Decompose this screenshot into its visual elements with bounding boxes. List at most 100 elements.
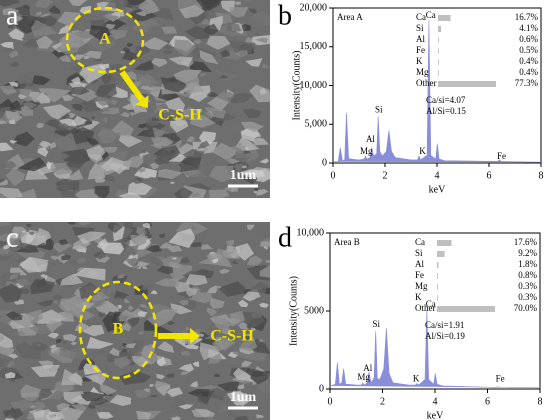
peak-label: Mg	[360, 146, 373, 156]
texture	[263, 246, 268, 250]
texture	[182, 149, 206, 164]
texture	[9, 81, 18, 88]
element-name: Mg	[415, 281, 428, 291]
texture	[206, 91, 219, 98]
texture	[171, 257, 177, 260]
texture	[216, 285, 222, 289]
texture	[219, 268, 230, 274]
texture	[178, 404, 194, 410]
texture	[0, 187, 24, 198]
texture	[185, 287, 199, 297]
texture	[136, 0, 160, 15]
texture	[149, 176, 160, 183]
texture	[12, 131, 35, 147]
texture	[40, 274, 48, 279]
texture	[140, 85, 155, 90]
texture	[127, 109, 135, 113]
texture	[52, 295, 63, 300]
texture	[149, 384, 155, 387]
composition-bar	[438, 48, 439, 54]
texture	[181, 371, 191, 376]
texture	[67, 86, 90, 95]
texture	[101, 157, 124, 172]
arrow-shaft	[119, 70, 145, 102]
texture	[74, 322, 90, 332]
texture	[246, 224, 255, 230]
composition-label: 9.2%	[518, 248, 537, 258]
texture	[20, 35, 33, 40]
texture	[101, 9, 119, 21]
texture	[174, 39, 196, 57]
texture	[254, 32, 260, 36]
texture	[87, 162, 106, 180]
texture	[169, 264, 193, 283]
texture	[239, 169, 265, 179]
x-tick-label: 2	[380, 396, 385, 407]
texture	[28, 231, 35, 236]
texture	[237, 142, 243, 146]
texture	[175, 281, 191, 293]
texture	[151, 58, 168, 68]
texture	[206, 307, 218, 317]
texture	[4, 372, 16, 379]
texture	[71, 404, 87, 414]
texture	[244, 0, 254, 2]
composition-label: 0.4%	[519, 56, 538, 66]
texture	[157, 341, 175, 353]
texture	[250, 312, 263, 319]
texture	[209, 298, 225, 310]
texture	[241, 360, 252, 367]
texture	[20, 89, 37, 100]
texture	[204, 107, 226, 119]
texture	[53, 135, 78, 153]
texture	[120, 112, 130, 118]
texture	[127, 305, 134, 311]
texture	[136, 410, 152, 420]
texture	[143, 388, 151, 393]
peak-label: Al	[366, 134, 375, 144]
element-name: K	[416, 56, 423, 66]
texture	[140, 283, 153, 291]
texture	[187, 136, 196, 143]
texture	[0, 179, 8, 186]
texture	[99, 383, 118, 396]
texture	[131, 20, 150, 34]
texture	[112, 296, 126, 306]
texture	[110, 99, 118, 106]
texture	[185, 327, 190, 330]
texture	[49, 141, 57, 150]
texture	[83, 363, 102, 375]
texture	[251, 137, 270, 146]
texture	[119, 370, 152, 385]
texture	[218, 281, 246, 297]
texture	[192, 192, 201, 197]
texture	[212, 340, 230, 352]
texture	[227, 410, 238, 418]
texture	[0, 85, 17, 95]
ratio-text: Ca/si=1.91	[425, 320, 464, 330]
texture	[117, 304, 122, 310]
texture	[226, 239, 235, 247]
texture	[249, 84, 270, 103]
texture	[256, 379, 270, 394]
texture	[1, 161, 17, 170]
texture	[150, 7, 174, 21]
texture	[94, 115, 106, 124]
composition-bar	[438, 59, 439, 65]
texture	[197, 140, 210, 149]
texture	[154, 278, 180, 287]
texture	[187, 388, 209, 397]
texture	[86, 144, 106, 161]
texture	[130, 234, 148, 247]
texture	[71, 103, 83, 112]
texture	[9, 140, 18, 144]
texture	[213, 402, 225, 410]
y-axis-label: Intensity(Counts)	[291, 51, 302, 121]
texture	[126, 43, 134, 47]
texture	[96, 96, 111, 106]
peak-label: Mg	[357, 372, 370, 382]
texture	[250, 281, 268, 294]
texture	[189, 292, 213, 304]
texture	[35, 227, 52, 244]
texture	[63, 334, 77, 342]
